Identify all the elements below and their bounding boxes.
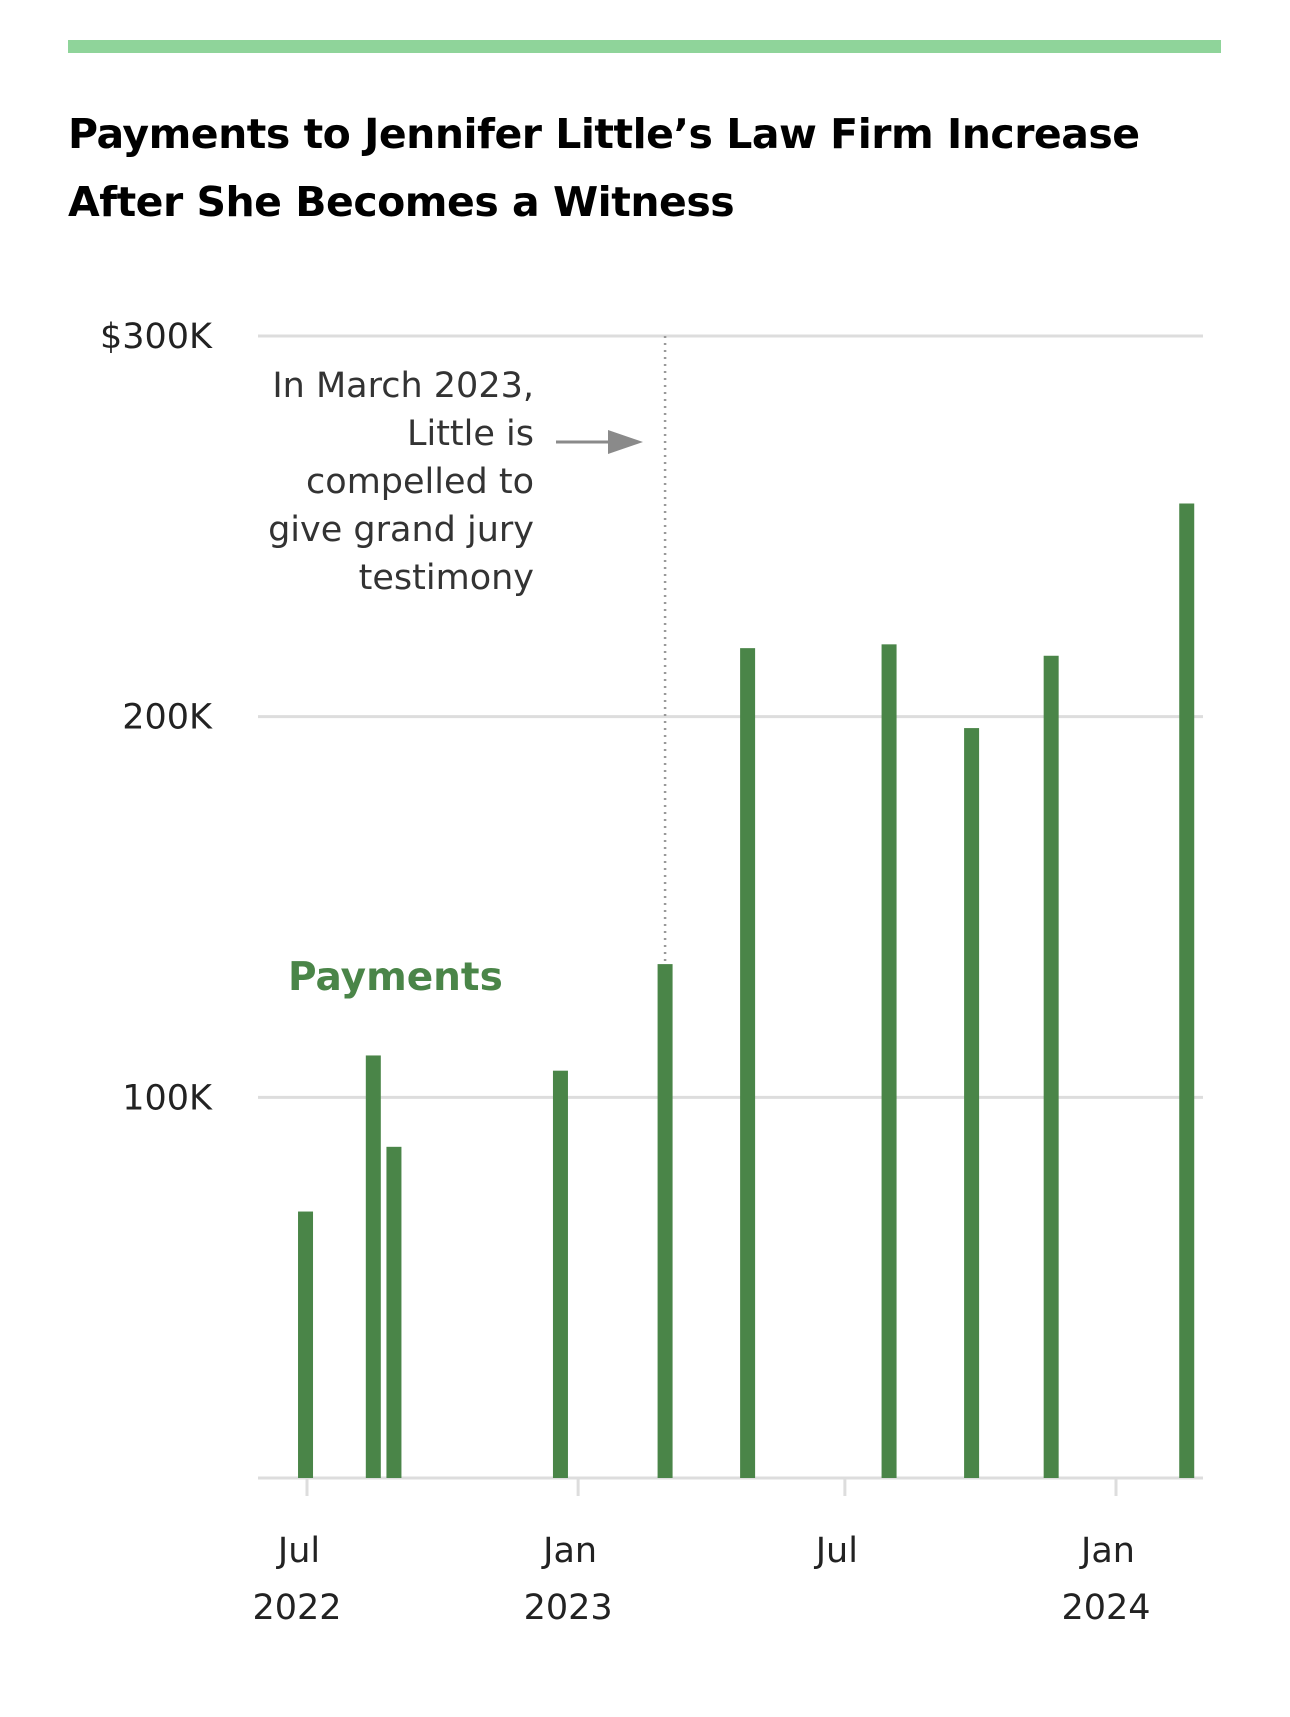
y-axis: $300K 200K 100K	[100, 317, 213, 1118]
bar	[1043, 655, 1059, 1478]
annotation: In March 2023, Little is compelled to give …	[268, 336, 667, 1478]
x-tick-year-label: 2024	[1061, 1588, 1150, 1628]
y-tick-label: $300K	[100, 317, 213, 357]
bar-series-payments: Payments	[288, 503, 1195, 1478]
arrow-right-icon	[608, 430, 643, 454]
x-tick-label: Jan	[541, 1531, 597, 1571]
annotation-text-line: compelled to	[306, 462, 534, 502]
bar	[657, 964, 673, 1478]
annotation-text-line: Little is	[407, 414, 534, 454]
x-tick-label: Jul	[276, 1531, 320, 1571]
bar	[881, 644, 897, 1478]
series-label-payments: Payments	[288, 955, 503, 1000]
x-tick-year-label: 2022	[252, 1588, 341, 1628]
annotation-text-line: give grand jury	[268, 510, 534, 550]
x-tick-year-label: 2023	[524, 1588, 613, 1628]
x-axis: Jul 2022 Jan 2023 Jul Jan 2024	[252, 1478, 1151, 1628]
bar	[298, 1211, 314, 1478]
bar	[552, 1070, 568, 1478]
annotation-text-line: In March 2023,	[272, 366, 534, 406]
bar	[1179, 503, 1195, 1478]
y-tick-label: 200K	[122, 698, 213, 738]
bar	[386, 1146, 402, 1478]
accent-rule	[68, 40, 1221, 53]
x-tick-label: Jul	[814, 1531, 858, 1571]
y-tick-label: 100K	[122, 1078, 213, 1118]
x-tick-label: Jan	[1079, 1531, 1135, 1571]
bar	[964, 728, 980, 1478]
annotation-text-line: testimony	[359, 558, 534, 598]
bar	[365, 1055, 381, 1478]
bar	[740, 648, 756, 1478]
chart-title: Payments to Jennifer Little’s Law Firm I…	[68, 110, 1140, 226]
